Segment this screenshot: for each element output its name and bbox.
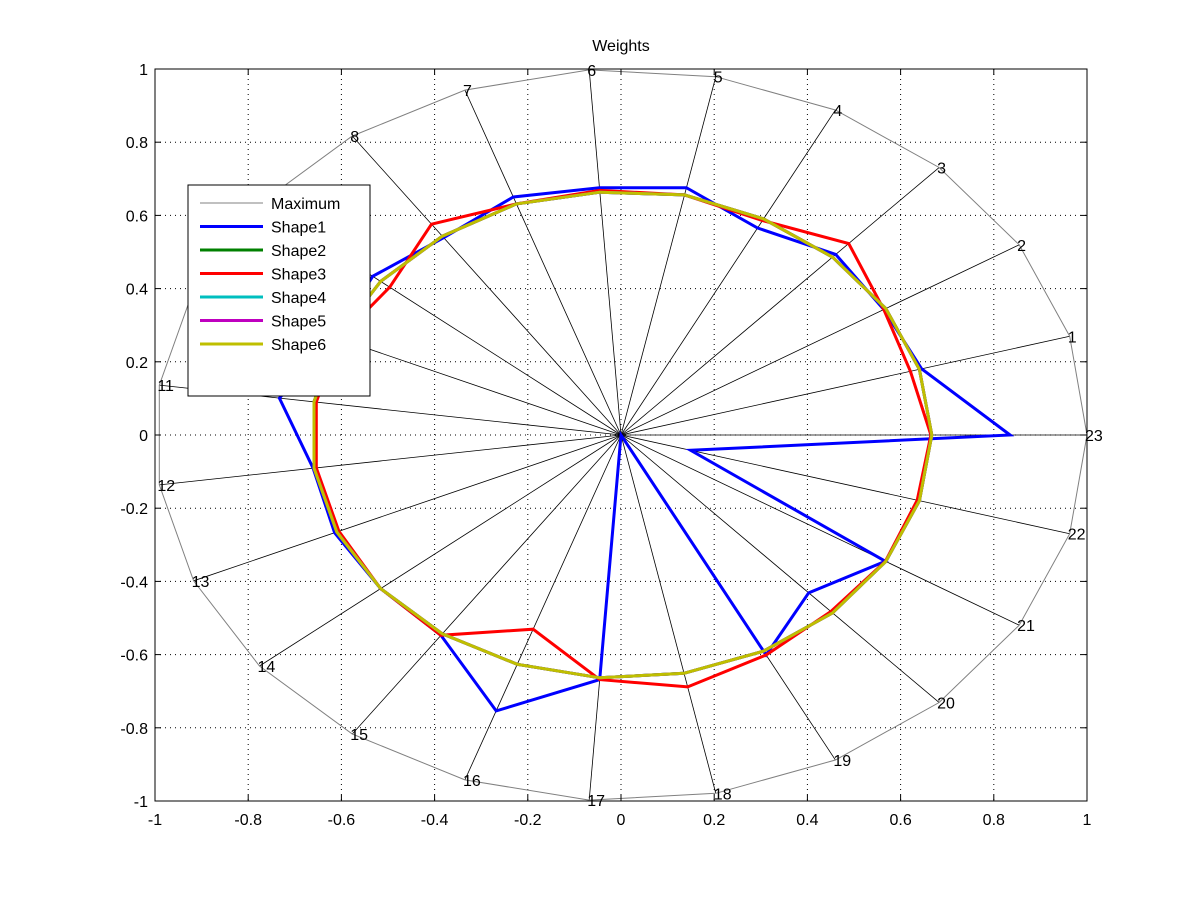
legend-box xyxy=(187,184,371,397)
spoke-line xyxy=(193,434,622,582)
legend-label: Maximum xyxy=(271,196,340,213)
spoke-label: 8 xyxy=(350,129,359,146)
x-tick-label: 0.4 xyxy=(796,812,818,829)
chart-title: Weights xyxy=(592,38,650,55)
spoke-label: 1 xyxy=(1068,329,1077,346)
x-tick-label: -0.4 xyxy=(421,812,449,829)
spoke-line xyxy=(620,109,836,436)
spoke-line xyxy=(620,335,1070,436)
x-tick-label: 0.2 xyxy=(703,812,725,829)
series-group xyxy=(158,69,1088,801)
x-tick-label: -0.2 xyxy=(514,812,542,829)
spoke-label: 2 xyxy=(1017,238,1026,255)
legend-label: Shape4 xyxy=(271,290,326,307)
spoke-line xyxy=(351,135,622,436)
x-tick-label: 0.8 xyxy=(983,812,1005,829)
spoke-label: 22 xyxy=(1068,527,1086,544)
spoke-line xyxy=(588,69,622,436)
spoke-line xyxy=(464,434,622,781)
spoke-label: 18 xyxy=(714,786,732,803)
spoke-label: 23 xyxy=(1085,428,1103,445)
spoke-line xyxy=(620,434,717,794)
y-tick-label: -0.4 xyxy=(120,574,148,591)
spoke-label: 15 xyxy=(350,727,368,744)
y-tick-label: 0 xyxy=(139,428,148,445)
legend-label: Shape6 xyxy=(271,337,326,354)
x-tick-label: 0 xyxy=(617,812,626,829)
spoke-label: 7 xyxy=(463,83,472,100)
spoke-line xyxy=(464,89,622,436)
spoke-line xyxy=(620,434,1020,626)
spoke-line xyxy=(620,167,940,436)
series-shape1 xyxy=(277,186,1015,713)
y-tick-label: 0.6 xyxy=(126,208,148,225)
spoke-label: 6 xyxy=(587,63,596,80)
spoke-line xyxy=(620,434,940,703)
y-tick-label: -0.8 xyxy=(120,721,148,738)
spoke-line xyxy=(259,434,622,667)
spoke-line xyxy=(159,434,622,486)
spoke-label: 14 xyxy=(258,659,276,676)
spoke-line xyxy=(620,244,1020,436)
x-tick-label: -1 xyxy=(148,812,162,829)
legend-label: Shape3 xyxy=(271,267,326,284)
y-tick-label: 1 xyxy=(139,62,148,79)
y-tick-label: 0.2 xyxy=(126,355,148,372)
spoke-label: 3 xyxy=(937,161,946,178)
spoke-label: 11 xyxy=(157,378,174,395)
legend-label: Shape1 xyxy=(271,220,326,237)
spoke-label: 13 xyxy=(192,574,210,591)
spoke-label: 5 xyxy=(714,70,723,87)
y-tick-label: -1 xyxy=(134,794,148,811)
series-maximum xyxy=(158,69,1088,801)
y-tick-label: 0.8 xyxy=(126,135,148,152)
series-shape6 xyxy=(312,190,934,680)
spoke-line xyxy=(620,76,717,436)
x-tick-label: -0.6 xyxy=(328,812,356,829)
y-tick-label: -0.6 xyxy=(120,648,148,665)
x-tick-label: 0.6 xyxy=(889,812,911,829)
spoke-label: 12 xyxy=(157,478,175,495)
y-tick-label: -0.2 xyxy=(120,501,148,518)
legend-label: Shape5 xyxy=(271,314,326,331)
legend: Maximum Shape1 Shape2 Shape3 Shape4 Shape5 Sha… xyxy=(187,184,371,397)
ticks: -1 -0.8 -0.6 -0.4 -0.2 0 0.2 0.4 0.6 0.8 1 -1 -0.8 -0… xyxy=(120,62,1091,829)
x-tick-label: 1 xyxy=(1083,812,1092,829)
spoke-label: 21 xyxy=(1017,618,1035,635)
x-tick-label: -0.8 xyxy=(234,812,262,829)
spoke-line xyxy=(351,434,622,735)
spoke-label: 19 xyxy=(833,753,851,770)
y-tick-label: 0.4 xyxy=(126,282,148,299)
spoke-label: 20 xyxy=(937,695,955,712)
spoke-label: 17 xyxy=(587,793,605,810)
spoke-label: 16 xyxy=(463,773,481,790)
legend-label: Shape2 xyxy=(271,243,326,260)
spoke-label: 4 xyxy=(833,103,842,120)
